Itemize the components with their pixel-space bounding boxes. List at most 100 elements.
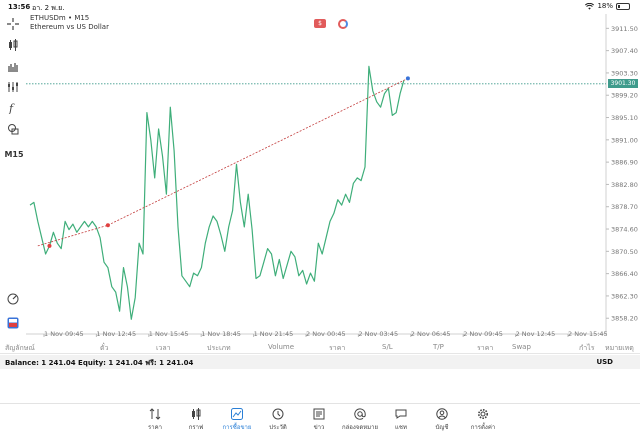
x-tick-label: 2 Nov 06:45: [411, 330, 451, 338]
y-tick-label: 3907.40: [611, 47, 638, 55]
price-chart[interactable]: 3911.50 3907.40 3903.30 3899.20 3895.10 3891.…: [26, 14, 640, 339]
svg-text:f: f: [8, 102, 15, 114]
x-tick-label: 2 Nov 15:45: [568, 330, 608, 338]
x-tick-label: 2 Nov 09:45: [463, 330, 503, 338]
exit-marker: [405, 76, 410, 81]
news-icon: [313, 408, 325, 420]
bottom-navigation: ราคา กราฟ การซื้อขาย ประวัติ ข่าว กล่องจ…: [0, 403, 640, 447]
col-price: ราคา: [329, 344, 346, 352]
col-price-current: ราคา: [477, 344, 494, 352]
y-tick-label: 3882.80: [611, 181, 638, 189]
trade-columns-header: สัญลักษณ์ ตั๋ว เวลา ประเภท Volume ราคา S…: [0, 340, 640, 354]
nav-history-label: ประวัติ: [269, 424, 287, 431]
nav-settings[interactable]: การตั้งค่า: [463, 408, 503, 432]
x-tick-label: 1 Nov 18:45: [201, 330, 241, 338]
nav-trade[interactable]: การซื้อขาย: [217, 408, 257, 432]
refresh-ring-icon[interactable]: [338, 19, 348, 29]
y-tick-label: 3866.40: [611, 270, 638, 278]
symbol-line: ETHUSDm • M15: [30, 14, 90, 22]
col-sl: S/L: [382, 343, 393, 351]
chat-icon: [395, 409, 407, 419]
nav-mailbox[interactable]: กล่องจดหมาย: [340, 408, 380, 432]
trade-icon: [231, 408, 243, 420]
candles-toggle-icon[interactable]: [5, 37, 21, 53]
bar-chart-icon[interactable]: [5, 58, 21, 74]
x-tick-label: 1 Nov 15:45: [149, 330, 189, 338]
status-date: อา. 2 พ.ย.: [32, 4, 65, 12]
nav-settings-label: การตั้งค่า: [470, 424, 496, 431]
y-tick-label: 3886.90: [611, 159, 638, 167]
settings-icon: [478, 409, 488, 419]
balance-row: Balance: 1 241.04 Equity: 1 241.04 ฟรี: …: [0, 355, 640, 369]
entry-marker-2: [105, 223, 110, 228]
status-right: 18%: [585, 2, 630, 10]
col-comment: หมายเหตุ: [605, 344, 634, 352]
status-bar: 13:56 อา. 2 พ.ย. 18%: [0, 0, 640, 14]
nav-history[interactable]: ประวัติ: [258, 408, 298, 432]
trade-line-2: [107, 78, 409, 226]
y-tick-label: 3903.30: [611, 69, 638, 77]
x-tick-label: 1 Nov 12:45: [96, 330, 136, 338]
speedometer-icon[interactable]: [5, 291, 21, 307]
objects-icon[interactable]: [5, 121, 21, 137]
chart-title: ETHUSDm • M15 Ethereum vs US Dollar: [30, 14, 109, 32]
x-tick-label: 1 Nov 09:45: [44, 330, 84, 338]
nav-chart[interactable]: กราฟ: [176, 408, 216, 432]
y-tick-label: 3899.20: [611, 92, 638, 100]
chart-quick-buttons: $: [314, 19, 348, 29]
y-tick-label: 3858.20: [611, 315, 638, 323]
nav-chat-label: แชท: [395, 424, 407, 431]
trade-line-1: [37, 224, 109, 247]
balance-text: Balance: 1 241.04 Equity: 1 241.04 ฟรี: …: [5, 359, 194, 367]
trade-dollar-icon[interactable]: $: [314, 19, 326, 28]
x-tick-label: 1 Nov 21:45: [254, 330, 294, 338]
x-tick-label: 2 Nov 03:45: [358, 330, 398, 338]
nav-account[interactable]: บัญชี: [422, 408, 462, 432]
current-price-tag: 3901.30: [608, 79, 638, 89]
col-profit: กำไร: [579, 344, 595, 352]
y-tick-label: 3874.60: [611, 226, 638, 234]
entry-marker-1: [47, 243, 52, 248]
nav-trade-label: การซื้อขาย: [222, 424, 252, 431]
status-time: 13:56: [8, 3, 31, 11]
col-volume: Volume: [268, 343, 295, 351]
y-tick-label: 3891.00: [611, 136, 638, 144]
battery-icon: [616, 2, 630, 10]
chart-canvas[interactable]: 3911.50 3907.40 3903.30 3899.20 3895.10 3891.…: [26, 14, 640, 339]
y-tick-label: 3895.10: [611, 114, 638, 122]
timeframe-button[interactable]: M15: [4, 149, 24, 159]
price-series-line: [29, 65, 405, 320]
indicators-icon[interactable]: [5, 79, 21, 95]
col-type: ประเภท: [207, 344, 231, 352]
x-tick-label: 2 Nov 12:45: [516, 330, 556, 338]
candles-icon: [192, 408, 201, 420]
history-icon: [272, 408, 284, 420]
function-icon[interactable]: f: [5, 100, 21, 116]
wifi-icon: [585, 2, 595, 10]
mailbox-icon: [354, 408, 366, 420]
nav-news[interactable]: ข่าว: [299, 408, 339, 432]
nav-quotes-label: ราคา: [148, 424, 162, 431]
symbol-description: Ethereum vs US Dollar: [30, 23, 109, 31]
nav-quotes[interactable]: ราคา: [135, 408, 175, 432]
y-tick-label: 3862.30: [611, 292, 638, 300]
nav-news-label: ข่าว: [313, 424, 325, 431]
y-tick-label: 3878.70: [611, 203, 638, 211]
col-tp: T/P: [433, 343, 444, 351]
col-symbol: สัญลักษณ์: [5, 344, 35, 352]
col-time: เวลา: [156, 344, 171, 352]
account-icon: [436, 408, 448, 420]
one-click-trading-icon[interactable]: [5, 315, 21, 331]
quotes-icon: [149, 408, 161, 420]
nav-chart-label: กราฟ: [188, 424, 204, 431]
balance-currency: USD: [596, 358, 613, 366]
x-tick-label: 2 Nov 00:45: [306, 330, 346, 338]
y-tick-label: 3911.50: [611, 25, 638, 33]
chart-toolbar: f M15: [0, 14, 26, 334]
crosshair-icon[interactable]: [5, 16, 21, 32]
y-tick-label: 3870.50: [611, 248, 638, 256]
battery-percent: 18%: [597, 2, 613, 10]
nav-chat[interactable]: แชท: [381, 408, 421, 432]
nav-account-label: บัญชี: [435, 424, 449, 431]
